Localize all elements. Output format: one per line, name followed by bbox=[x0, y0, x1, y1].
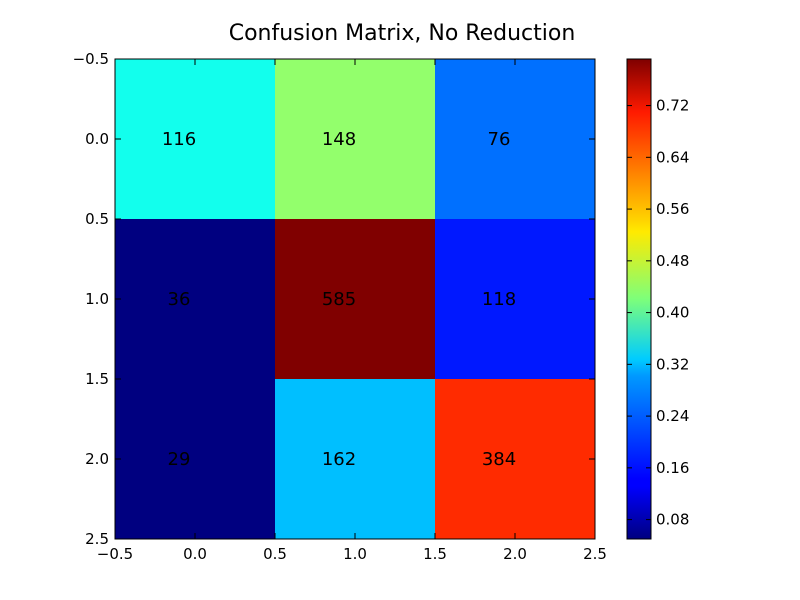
colorbar-tick-label: 0.48 bbox=[656, 252, 689, 270]
colorbar-tick-label: 0.08 bbox=[656, 511, 689, 529]
cell-label: 585 bbox=[322, 289, 356, 310]
heatmap-cell bbox=[115, 59, 275, 219]
colorbar-gradient bbox=[626, 58, 652, 540]
x-tick-label: 0.5 bbox=[263, 545, 287, 563]
y-tick-label: 2.0 bbox=[85, 450, 109, 468]
cell-label: 116 bbox=[162, 129, 196, 150]
colorbar-tick-label: 0.24 bbox=[656, 407, 689, 425]
colorbar: 0.08 0.16 0.24 0.32 0.40 0.48 0.56 0.64 0.72 bbox=[626, 58, 689, 540]
cell-label: 162 bbox=[322, 449, 356, 470]
y-tick-label: 0.5 bbox=[85, 210, 109, 228]
y-axis: −0.5 0.0 0.5 1.0 1.5 2.0 2.5 bbox=[73, 50, 595, 548]
cell-label: 76 bbox=[488, 129, 511, 150]
heatmap-cell bbox=[275, 59, 435, 219]
cell-label: 384 bbox=[482, 449, 516, 470]
heatmap-cell bbox=[115, 219, 275, 379]
heatmap-cells bbox=[115, 59, 595, 539]
y-tick-label: 1.0 bbox=[85, 290, 109, 308]
y-tick-label: 2.5 bbox=[85, 530, 109, 548]
x-tick-label: 1.5 bbox=[423, 545, 447, 563]
chart-title: Confusion Matrix, No Reduction bbox=[229, 21, 576, 46]
heatmap-cell-labels: 116 148 76 36 585 118 29 162 384 bbox=[162, 129, 516, 470]
cell-label: 36 bbox=[168, 289, 191, 310]
cell-label: 29 bbox=[168, 449, 191, 470]
colorbar-tick-label: 0.40 bbox=[656, 304, 689, 322]
x-tick-label: 1.0 bbox=[343, 545, 367, 563]
heatmap-cell bbox=[275, 219, 435, 379]
cell-label: 148 bbox=[322, 129, 356, 150]
x-tick-label: 2.5 bbox=[583, 545, 607, 563]
x-tick-label: 2.0 bbox=[503, 545, 527, 563]
colorbar-tick-label: 0.64 bbox=[656, 148, 689, 166]
colorbar-tick-label: 0.32 bbox=[656, 355, 689, 373]
heatmap-cell bbox=[435, 379, 595, 539]
heatmap-cell bbox=[435, 59, 595, 219]
y-tick-label: 0.0 bbox=[85, 130, 109, 148]
colorbar-tick-label: 0.72 bbox=[656, 97, 689, 115]
heatmap-cell bbox=[115, 379, 275, 539]
heatmap-cell bbox=[435, 219, 595, 379]
colorbar-tick-label: 0.16 bbox=[656, 459, 689, 477]
heatmap-cell bbox=[275, 379, 435, 539]
x-axis: −0.5 0.0 0.5 1.0 1.5 2.0 2.5 bbox=[97, 59, 607, 563]
y-tick-label: −0.5 bbox=[73, 50, 109, 68]
colorbar-tick-label: 0.56 bbox=[656, 200, 689, 218]
y-tick-label: 1.5 bbox=[85, 370, 109, 388]
colorbar-ticks: 0.08 0.16 0.24 0.32 0.40 0.48 0.56 0.64 0.72 bbox=[627, 97, 689, 529]
x-tick-label: −0.5 bbox=[97, 545, 133, 563]
x-tick-label: 0.0 bbox=[183, 545, 207, 563]
cell-label: 118 bbox=[482, 289, 516, 310]
